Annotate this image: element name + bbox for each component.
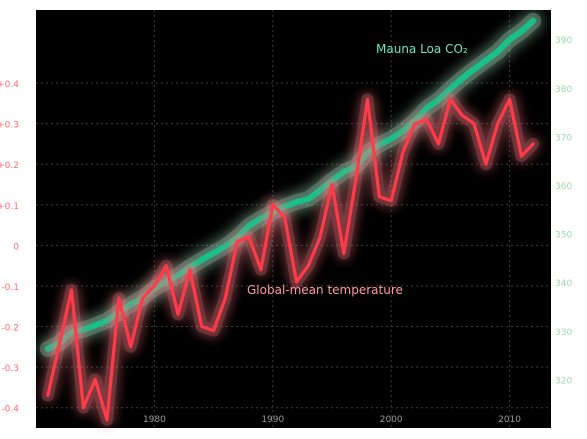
left-axis: -0.4 -0.3 -0.2 -0.1 0 +0.1 +0.2 +0.3 +0.4 — [0, 80, 19, 415]
right-axis: 320 330 340 350 360 370 380 390 — [555, 36, 572, 386]
x-axis-tick-label: 1990 — [261, 415, 284, 425]
left-axis-tick-label: +0.1 — [0, 202, 19, 212]
x-axis-tick-label: 2010 — [498, 415, 521, 425]
left-axis-tick-label: 0 — [13, 242, 19, 252]
left-axis-tick-label: -0.4 — [1, 405, 19, 415]
series-layer — [39, 12, 542, 426]
left-axis-tick-label: -0.2 — [1, 324, 19, 334]
x-axis-tick-label: 1980 — [143, 415, 166, 425]
x-axis: 1980 1990 2000 2010 — [143, 415, 521, 425]
right-axis-tick-label: 350 — [555, 231, 572, 241]
x-axis-tick-label: 2000 — [380, 415, 403, 425]
left-axis-tick-label: -0.1 — [1, 283, 19, 293]
right-axis-tick-label: 320 — [555, 376, 572, 386]
left-axis-tick-label: +0.2 — [0, 161, 19, 171]
annotations: Mauna Loa CO₂ Global-mean temperature — [247, 42, 468, 297]
right-axis-tick-label: 390 — [555, 36, 572, 46]
right-axis-tick-label: 370 — [555, 133, 572, 143]
co2-series-label: Mauna Loa CO₂ — [376, 42, 468, 56]
temperature-series-label: Global-mean temperature — [247, 283, 403, 297]
left-axis-tick-label: -0.3 — [1, 364, 19, 374]
right-axis-tick-label: 330 — [555, 328, 572, 338]
right-axis-tick-label: 380 — [555, 85, 572, 95]
left-axis-tick-label: +0.3 — [0, 121, 19, 131]
temperature-series-line — [46, 97, 535, 422]
right-axis-tick-label: 340 — [555, 279, 572, 289]
co2-series-line — [44, 17, 537, 352]
left-axis-tick-label: +0.4 — [0, 80, 19, 90]
right-axis-tick-label: 360 — [555, 182, 572, 192]
